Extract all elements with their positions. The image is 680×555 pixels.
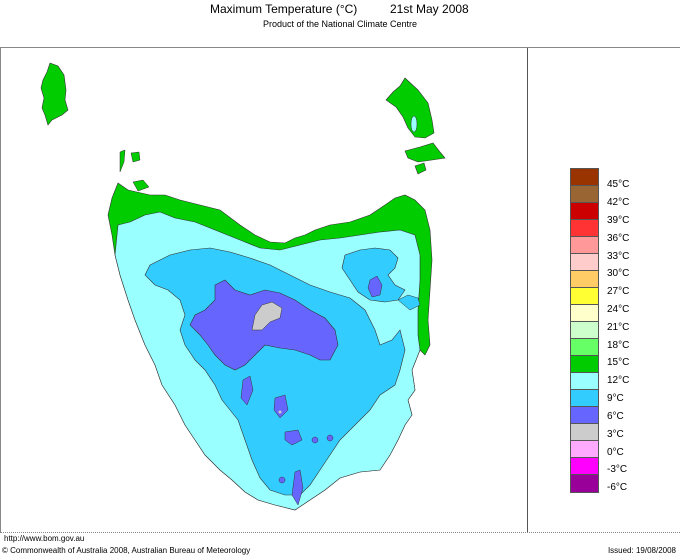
copyright-notice: © Commonwealth of Australia 2008, Austra… xyxy=(2,546,251,555)
legend-label: 33°C xyxy=(607,251,630,262)
legend-label: 24°C xyxy=(607,304,630,315)
legend-swatch xyxy=(571,186,598,203)
legend-label: -3°C xyxy=(607,464,628,475)
map-date: 21st May 2008 xyxy=(390,2,469,16)
issued-date: Issued: 19/08/2008 xyxy=(607,546,676,555)
region-6c-northeast xyxy=(341,247,406,303)
legend-swatch xyxy=(571,339,598,356)
legend-label: 27°C xyxy=(607,286,630,297)
legend-label: 9°C xyxy=(607,393,624,404)
legend-label: 39°C xyxy=(607,215,630,226)
legend-swatch xyxy=(571,220,598,237)
map-title: Maximum Temperature (°C) xyxy=(210,2,358,16)
tasmania-temperature-map xyxy=(40,62,446,511)
legend-label: 45°C xyxy=(607,179,630,190)
legend-swatch xyxy=(571,237,598,254)
legend-swatch xyxy=(571,475,598,492)
legend-label: 42°C xyxy=(607,197,630,208)
legend-swatch xyxy=(571,407,598,424)
region-0c xyxy=(251,301,283,331)
map-subtitle: Product of the National Climate Centre xyxy=(262,19,418,29)
chart-header: Maximum Temperature (°C) 21st May 2008 xyxy=(0,0,680,18)
legend-frame xyxy=(527,47,680,533)
cape-barren-island xyxy=(404,142,446,163)
flinders-island xyxy=(385,77,435,139)
legend-label: 15°C xyxy=(607,357,630,368)
legend-label: 21°C xyxy=(607,322,630,333)
map-frame xyxy=(0,47,528,533)
legend-label: 12°C xyxy=(607,375,630,386)
legend-swatch xyxy=(571,203,598,220)
legend-label: 36°C xyxy=(607,233,630,244)
legend-swatch xyxy=(571,458,598,475)
legend-swatch xyxy=(571,390,598,407)
legend-swatch xyxy=(571,271,598,288)
source-url[interactable]: http://www.bom.gov.au xyxy=(4,534,85,543)
legend-swatch xyxy=(571,424,598,441)
legend-label: 18°C xyxy=(607,340,630,351)
legend-swatch xyxy=(571,305,598,322)
legend-swatch xyxy=(571,373,598,390)
temperature-legend: 45°C 42°C 39°C 36°C 33°C 30°C 27°C 24°C … xyxy=(570,168,629,493)
legend-label: 6°C xyxy=(607,411,624,422)
legend-swatch xyxy=(571,322,598,339)
legend-swatch xyxy=(571,254,598,271)
king-island xyxy=(40,62,69,126)
legend-label: 3°C xyxy=(607,429,624,440)
legend-swatch xyxy=(571,288,598,305)
legend-swatch xyxy=(571,169,598,186)
legend-color-bar xyxy=(570,168,599,493)
legend-label: 30°C xyxy=(607,268,630,279)
legend-label: 0°C xyxy=(607,447,624,458)
legend-swatch xyxy=(571,441,598,458)
legend-swatch xyxy=(571,356,598,373)
legend-label: -6°C xyxy=(607,482,628,493)
